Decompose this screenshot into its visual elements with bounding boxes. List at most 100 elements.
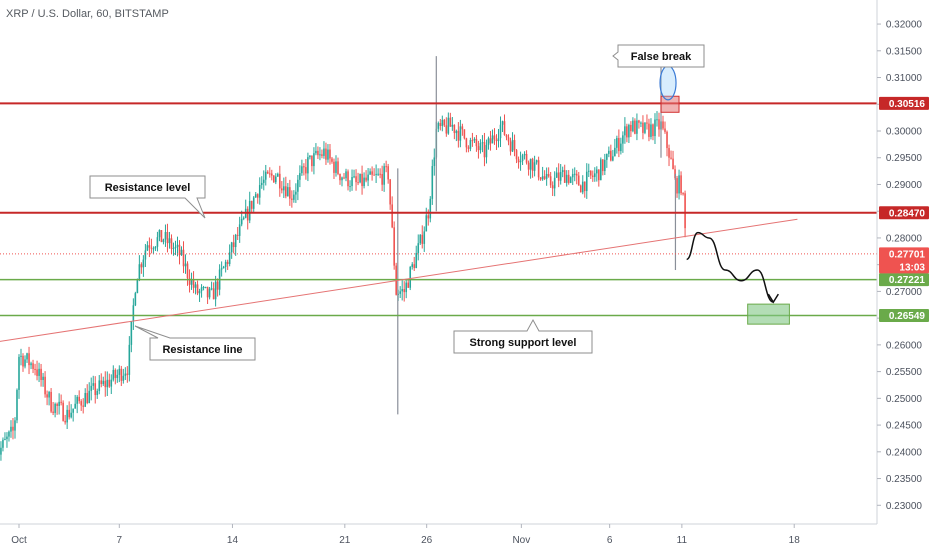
candle-body bbox=[184, 263, 187, 267]
candle-body bbox=[529, 158, 532, 170]
candle-body bbox=[499, 124, 502, 139]
candle-body bbox=[407, 282, 410, 288]
candle-body bbox=[214, 281, 217, 300]
candle-body bbox=[626, 126, 628, 138]
candle-body bbox=[136, 279, 139, 294]
candle-body bbox=[148, 245, 151, 248]
candle-body bbox=[122, 375, 125, 381]
candle-body bbox=[311, 155, 313, 167]
candle-body bbox=[242, 217, 245, 219]
candle-body bbox=[373, 174, 375, 176]
candle-body bbox=[64, 420, 66, 423]
candle-body bbox=[393, 227, 395, 266]
candle-body bbox=[262, 179, 265, 183]
candle-body bbox=[76, 396, 78, 404]
time-tick-label: 6 bbox=[607, 535, 613, 546]
callout-box bbox=[453, 318, 593, 354]
price-badge-support-label: 0.26549 bbox=[889, 311, 926, 322]
candle-body bbox=[78, 396, 80, 402]
candle-body bbox=[353, 176, 355, 178]
candle-body bbox=[433, 157, 436, 167]
candle-body bbox=[176, 244, 179, 247]
candle-body bbox=[553, 177, 556, 189]
candle-body bbox=[66, 409, 68, 423]
price-tick-label: 0.27000 bbox=[886, 287, 923, 298]
price-badge-resistance bbox=[879, 96, 929, 110]
price-tick-label: 0.31000 bbox=[886, 73, 923, 84]
candle-body bbox=[447, 117, 450, 134]
candle-body bbox=[583, 181, 586, 192]
candle-body bbox=[335, 161, 337, 173]
candle-body bbox=[622, 135, 624, 144]
candle-body bbox=[579, 185, 582, 193]
candle-body bbox=[28, 353, 30, 366]
candle-body bbox=[602, 159, 604, 172]
candle-body bbox=[535, 160, 538, 163]
price-tick-label: 0.29000 bbox=[886, 180, 923, 191]
candle-body bbox=[413, 264, 416, 269]
candle-body bbox=[102, 380, 105, 385]
candle-body bbox=[409, 266, 412, 288]
candle-body bbox=[252, 197, 255, 209]
callout-resistance-line: Resistance line bbox=[134, 325, 256, 361]
price-tick-label: 0.25000 bbox=[886, 394, 923, 405]
time-axis[interactable]: Oct 7 14 21 26 Nov 6 11 18 bbox=[11, 524, 800, 546]
candle-body bbox=[355, 176, 357, 183]
candle-body bbox=[648, 123, 650, 137]
candle-body bbox=[287, 187, 289, 197]
candle-body bbox=[628, 124, 630, 138]
candle-body bbox=[313, 153, 315, 167]
price-tick-label: 0.28000 bbox=[886, 233, 923, 244]
candle-body bbox=[618, 138, 620, 152]
candle-body bbox=[138, 264, 141, 280]
candle-body bbox=[465, 138, 468, 148]
resistance-trendline[interactable] bbox=[0, 218, 798, 342]
candle-body bbox=[453, 124, 456, 134]
price-tick-label: 0.24500 bbox=[886, 421, 923, 432]
drawings: Resistance level Resistance line False bre… bbox=[0, 44, 877, 361]
candle-body bbox=[593, 173, 596, 177]
false-break-box bbox=[660, 95, 680, 113]
candle-body bbox=[150, 247, 153, 249]
candle-body bbox=[283, 186, 285, 191]
candle-body bbox=[92, 383, 95, 386]
candle-body bbox=[563, 170, 566, 183]
candle-body bbox=[541, 176, 544, 180]
price-badge-support-label: 0.27221 bbox=[889, 275, 926, 286]
candle-body bbox=[30, 363, 32, 366]
price-badge-resistance-label: 0.30516 bbox=[889, 99, 926, 110]
candle-body bbox=[333, 161, 335, 173]
candle-body bbox=[361, 173, 363, 187]
candle-body bbox=[301, 166, 303, 174]
candle-body bbox=[146, 245, 149, 251]
candle-body bbox=[676, 178, 678, 194]
candle-body bbox=[431, 166, 434, 199]
candle-body bbox=[511, 140, 514, 152]
candle-body bbox=[46, 394, 48, 398]
time-tick-label: 26 bbox=[421, 535, 433, 546]
candle-body bbox=[291, 198, 293, 200]
candle-body bbox=[212, 288, 215, 300]
candle-body bbox=[443, 119, 446, 126]
candle-body bbox=[331, 158, 333, 162]
candle-body bbox=[34, 368, 36, 370]
candle-body bbox=[130, 321, 133, 345]
candle-body bbox=[192, 279, 195, 288]
candle-body bbox=[411, 264, 414, 267]
candle-body bbox=[114, 369, 117, 378]
candle-body bbox=[337, 161, 339, 174]
candle-body bbox=[551, 185, 554, 189]
candle-body bbox=[317, 150, 319, 156]
candle-body bbox=[351, 177, 353, 187]
candle-body bbox=[469, 140, 472, 149]
candle-body bbox=[309, 155, 311, 158]
candle-body bbox=[2, 439, 4, 448]
candle-body bbox=[463, 129, 466, 139]
candle-body bbox=[299, 173, 301, 180]
candle-body bbox=[84, 393, 87, 407]
candle-body bbox=[44, 376, 46, 395]
candle-body bbox=[375, 173, 377, 175]
candle-body bbox=[6, 436, 8, 439]
